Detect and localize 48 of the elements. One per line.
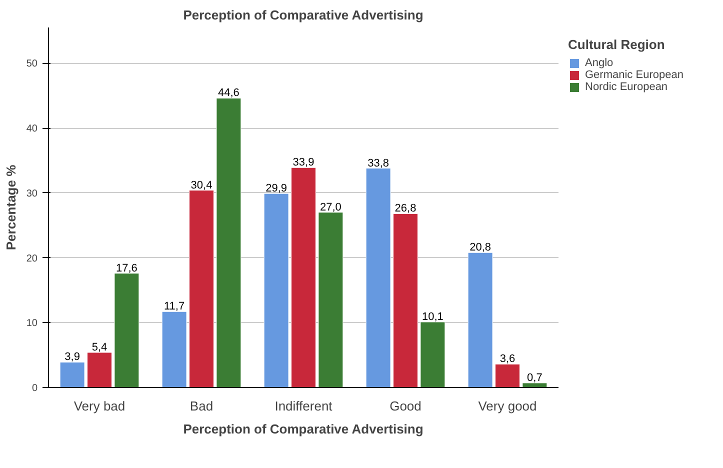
x-tick-label: Indifferent [274,398,333,414]
y-tick-label: 40 [26,124,38,135]
data-label: 33,9 [292,156,314,169]
data-label: 3,6 [500,353,516,366]
bar [420,322,446,388]
y-tick-label: 0 [32,383,38,394]
bar [60,362,85,388]
legend-label: Anglo [585,57,614,69]
data-label: 5,4 [92,341,108,354]
x-tick-label: Very bad [74,398,126,414]
bar [291,167,316,388]
bar [495,364,520,388]
x-tick-label: Good [390,398,422,414]
data-label: 17,6 [116,262,138,274]
data-label: 29,9 [266,182,288,195]
y-axis-title: Percentage % [3,164,18,250]
bar [87,352,112,388]
bar [468,252,493,388]
bar [189,190,214,388]
data-label: 27,0 [320,201,342,214]
data-label: 33,8 [368,157,390,170]
x-tick-label: Very good [478,398,537,414]
data-label: 30,4 [190,179,212,192]
bar [216,98,242,388]
bar [393,213,418,388]
bar [264,193,289,388]
data-label: 11,7 [164,300,185,313]
bar [162,311,187,388]
legend-label: Nordic European [585,81,668,93]
x-tick-label: Bad [190,398,214,414]
data-label: 26,8 [394,202,416,215]
data-label: 10,1 [422,310,444,323]
data-label: 0,7 [527,372,542,384]
bar [522,382,548,388]
chart-title: Perception of Comparative Advertising [183,8,424,22]
bar [114,273,140,388]
legend-title: Cultural Region [568,37,666,52]
y-tick-label: 20 [26,253,38,264]
bar [318,212,344,388]
x-axis-title: Perception of Comparative Advertising [183,422,424,436]
y-tick-label: 10 [26,318,38,330]
data-label: 3,9 [64,351,80,364]
bar [366,168,391,388]
data-label: 44,6 [218,87,240,100]
legend-label: Germanic European [585,69,684,81]
data-label: 20,8 [470,242,492,254]
y-tick-label: 50 [26,58,38,70]
y-tick-label: 30 [26,188,38,200]
